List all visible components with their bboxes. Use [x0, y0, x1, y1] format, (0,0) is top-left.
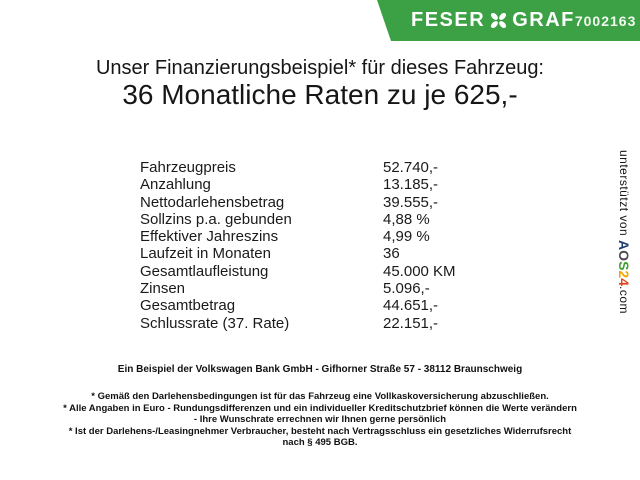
finance-label: Effektiver Jahreszins [140, 228, 279, 246]
disclaimer-line: nach § 495 BGB. [282, 437, 358, 448]
supported-by-strip: unterstützt von AOS24.com [616, 150, 632, 314]
brand-feser-text: FESER [411, 9, 486, 31]
brand-clover-x-icon [489, 11, 508, 30]
table-row: Gesamtbetrag 44.651,- [140, 297, 456, 314]
finance-label: Sollzins p.a. gebunden [140, 210, 292, 228]
finance-value: 22.151,- [383, 314, 439, 332]
finance-label: Laufzeit in Monaten [140, 245, 271, 263]
disclaimer-line: * Ist der Darlehens-/Leasingnehmer Verbr… [68, 425, 572, 437]
finance-label: Gesamtbetrag [140, 297, 236, 315]
monthly-rate-headline: 36 Monatliche Raten zu je 625,- [122, 79, 518, 110]
table-row: Nettodarlehensbetrag 39.555,- [140, 194, 456, 211]
finance-label: Zinsen [140, 280, 186, 298]
aos24-logo: AOS24 [616, 240, 632, 286]
disclaimer-line: - Ihre Wunschrate errechnen wir Ihnen ge… [193, 414, 447, 425]
finance-label: Schlussrate (37. Rate) [140, 314, 290, 332]
disclaimer-line: * Gemäß den Darlehensbedingungen ist für… [91, 391, 549, 402]
finance-label: Nettodarlehensbetrag [140, 193, 285, 211]
financing-example-title: Unser Finanzierungsbeispiel* für dieses … [95, 57, 544, 79]
finance-label: Gesamtlaufleistung [140, 262, 269, 280]
finance-value: 36 [383, 245, 400, 263]
feser-graf-logo: FESER GRAF [411, 9, 575, 32]
table-row: Zinsen 5.096,- [140, 280, 456, 297]
aos24-letter: S [616, 261, 632, 271]
table-row: Effektiver Jahreszins 4,99 % [140, 228, 456, 245]
finance-value: 45.000 KM [383, 262, 456, 280]
table-row: Laufzeit in Monaten 36 [140, 245, 456, 262]
brand-graf-text: GRAF [512, 9, 575, 31]
finance-label: Anzahlung [140, 176, 211, 194]
disclaimer-block: * Gemäß den Darlehensbedingungen ist für… [0, 391, 640, 449]
table-row: Fahrzeugpreis 52.740,- [140, 159, 456, 176]
table-row: Anzahlung 13.185,- [140, 176, 456, 193]
disclaimer-line: * Alle Angaben in Euro - Rundungsdiffere… [63, 402, 577, 414]
aos24-letter: 2 [616, 270, 632, 279]
aos24-letter: O [616, 250, 632, 262]
table-row: Sollzins p.a. gebunden 4,88 % [140, 211, 456, 228]
finance-table: Fahrzeugpreis 52.740,- Anzahlung 13.185,… [140, 159, 456, 332]
aos24-letter: 4 [616, 278, 632, 286]
finance-value: 4,88 % [383, 210, 430, 228]
aos24-letter: A [616, 240, 632, 251]
supported-by-text: unterstützt von [617, 150, 631, 241]
aos24-domain: .com [617, 286, 631, 315]
finance-label: Fahrzeugpreis [140, 159, 236, 176]
table-row: Schlussrate (37. Rate) 22.151,- [140, 315, 456, 332]
finance-value: 44.651,- [383, 297, 439, 315]
vehicle-id: 7002163 [574, 12, 637, 29]
header-banner: FESER GRAF 7002163 [377, 0, 640, 41]
finance-value: 13.185,- [383, 176, 439, 194]
finance-value: 4,99 % [383, 228, 430, 246]
finance-value: 39.555,- [383, 193, 439, 211]
finance-value: 52.740,- [383, 159, 439, 176]
table-row: Gesamtlaufleistung 45.000 KM [140, 263, 456, 280]
bank-address-line: Ein Beispiel der Volkswagen Bank GmbH - … [117, 364, 523, 375]
finance-value: 5.096,- [383, 280, 430, 298]
